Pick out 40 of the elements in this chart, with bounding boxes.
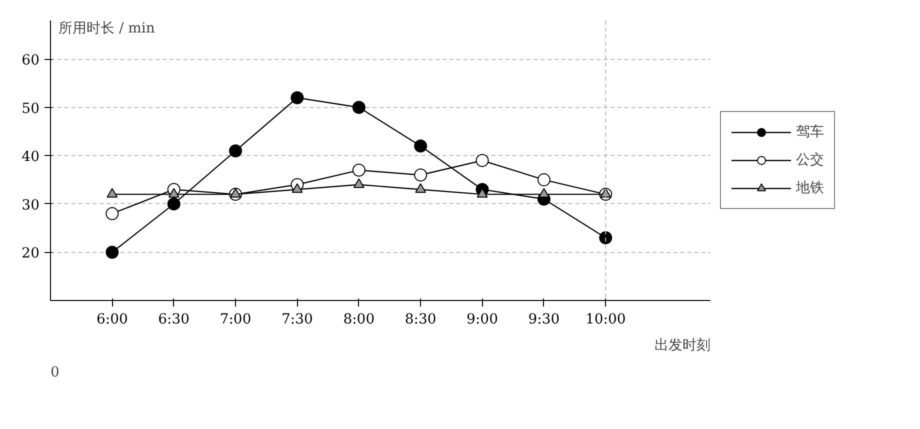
point [230, 188, 242, 198]
y-tick-label: 30 [22, 197, 40, 214]
x-axis-title: 出发时刻 [654, 338, 710, 354]
x-tick-label: 8:00 [343, 312, 375, 328]
point [229, 144, 242, 158]
point [599, 231, 612, 244]
point [106, 246, 119, 259]
point [414, 140, 428, 153]
y-tick-label: 20 [22, 246, 40, 262]
text: 0 [50, 364, 60, 380]
point [292, 183, 303, 193]
legend-label: 公交 [796, 151, 824, 169]
y-tick-label: 50 [22, 100, 40, 117]
point [352, 100, 366, 114]
point [538, 188, 550, 198]
legend-label: 地铁 [796, 179, 824, 197]
point [167, 197, 180, 210]
point [290, 91, 304, 104]
y-tick-label: 40 [22, 149, 40, 166]
x-tick-label: 6:00 [96, 312, 128, 328]
point [537, 173, 550, 186]
y-tick-label: 60 [22, 52, 40, 69]
x-tick-label: 8:30 [404, 312, 436, 328]
point [106, 188, 118, 198]
point [168, 188, 180, 198]
x-tick-label: 9:30 [528, 312, 560, 328]
x-tick-label: 7:30 [282, 312, 313, 328]
point [352, 164, 366, 177]
y-axis-title: 所用时长 / min [58, 20, 155, 36]
x-tick-label: 7:00 [220, 312, 252, 328]
point [353, 178, 364, 188]
x-tick-label: 6:30 [158, 312, 190, 328]
point [415, 183, 426, 193]
point [476, 188, 488, 198]
point [414, 168, 428, 182]
point [476, 154, 489, 167]
x-tick-label: 10:00 [585, 312, 626, 328]
point [106, 207, 119, 220]
x-tick-label: 9:00 [466, 312, 498, 328]
legend-label: 驾车 [796, 123, 824, 141]
